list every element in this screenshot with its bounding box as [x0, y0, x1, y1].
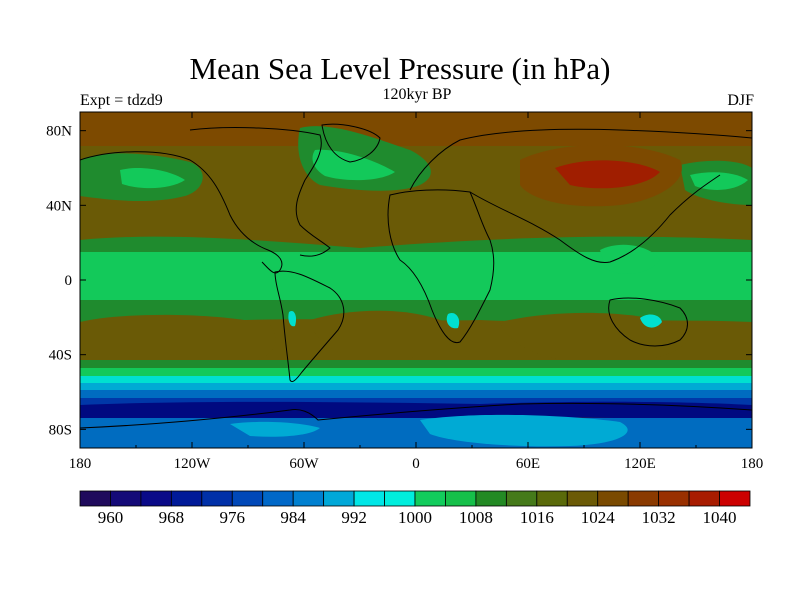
- x-tick-label: 180: [69, 456, 92, 472]
- chart-subtitle: 120kyr BP: [382, 86, 452, 103]
- colorbar-swatch: [201, 490, 233, 507]
- colorbar-swatch: [505, 490, 538, 507]
- field-band-984: [80, 390, 752, 398]
- coastline-north-america-west: [80, 151, 283, 274]
- coastlines: [80, 123, 752, 429]
- field-atlantic-low-core: [312, 149, 395, 181]
- coastline-south-america: [274, 270, 345, 383]
- coastline-eurasia-north: [409, 128, 752, 191]
- colorbar-swatch: [658, 490, 690, 507]
- y-tick-label: 0: [65, 273, 73, 289]
- colorbar: 960 968 976 984 992 1000 1008 1016 1024 1032 1040: [79, 490, 751, 527]
- coastline-antarctica: [80, 402, 752, 429]
- colorbar-label: 1000: [398, 508, 432, 527]
- field-africa-low: [446, 312, 460, 329]
- x-tick-label: 60E: [516, 456, 540, 472]
- colorbar-label: 984: [280, 508, 306, 527]
- colorbar-swatch: [170, 490, 203, 507]
- colorbar-label: 1008: [459, 508, 493, 527]
- y-tick-label: 40N: [46, 198, 72, 214]
- field-antarctic-plateau: [420, 414, 628, 447]
- colorbar-swatch: [445, 490, 477, 507]
- field-band-996: [80, 376, 752, 383]
- field-south-pacific-high: [80, 314, 276, 368]
- field-band-978: [80, 398, 752, 408]
- colorbar-label: 1040: [703, 508, 737, 527]
- field-pacific-low-core: [120, 168, 185, 189]
- x-tick-label: 120E: [624, 456, 656, 472]
- colorbar-swatch: [719, 490, 751, 507]
- field-siberian-high-core: [555, 160, 660, 189]
- colorbar-label: 976: [220, 508, 246, 527]
- chart-title: Mean Sea Level Pressure (in hPa): [189, 51, 611, 86]
- colorbar-swatch: [536, 490, 568, 507]
- y-tick-label: 80S: [49, 422, 72, 438]
- colorbar-label: 1032: [642, 508, 676, 527]
- colorbar-label: 1024: [581, 508, 616, 527]
- colorbar-swatch: [597, 490, 629, 507]
- x-tick-label: 0: [412, 456, 420, 472]
- map-axes: 180 120W 60W 0 60E 120E 180 80N 40N 0 40S 80S: [46, 112, 763, 472]
- colorbar-swatch: [140, 490, 172, 507]
- field-australia-low: [640, 314, 662, 328]
- colorbar-label: 1016: [520, 508, 554, 527]
- x-tick-label: 60W: [289, 456, 319, 472]
- field-antarctic-peninsula: [230, 421, 320, 437]
- pressure-field: [80, 112, 752, 448]
- colorbar-label: 992: [341, 508, 367, 527]
- colorbar-swatch: [384, 490, 416, 507]
- experiment-label: Expt = tdzd9: [80, 92, 163, 109]
- coastline-australia: [608, 297, 688, 347]
- field-indian-ocean-high: [500, 312, 691, 364]
- x-tick-label: 180: [741, 456, 764, 472]
- colorbar-swatch: [414, 490, 446, 507]
- colorbar-swatch: [353, 490, 385, 507]
- colorbar-swatch: [262, 490, 294, 507]
- field-south-atlantic-high: [310, 310, 460, 360]
- y-tick-label: 80N: [46, 124, 72, 140]
- colorbar-swatch: [627, 490, 660, 507]
- colorbar-swatch: [292, 490, 325, 507]
- field-band-990: [80, 383, 752, 390]
- colorbar-swatch: [110, 490, 142, 507]
- colorbar-swatch: [323, 490, 355, 507]
- field-band-1004: [80, 368, 752, 376]
- colorbar-swatch: [79, 490, 111, 507]
- y-tick-label: 40S: [49, 348, 72, 364]
- colorbar-swatch: [475, 490, 507, 507]
- coastline-greenland: [321, 123, 381, 163]
- colorbar-swatch: [566, 490, 599, 507]
- colorbar-label: 960: [98, 508, 124, 527]
- colorbar-swatch: [688, 490, 720, 507]
- x-tick-label: 120W: [174, 456, 212, 472]
- coastline-north-america-east: [189, 127, 331, 257]
- coastline-asia-south: [469, 174, 721, 264]
- field-tropical-north-edge: [80, 236, 752, 252]
- season-label: DJF: [727, 92, 754, 109]
- colorbar-swatch: [231, 490, 264, 507]
- field-south-america-low: [288, 310, 297, 327]
- colorbar-label: 968: [159, 508, 185, 527]
- field-maritime-low: [600, 244, 660, 274]
